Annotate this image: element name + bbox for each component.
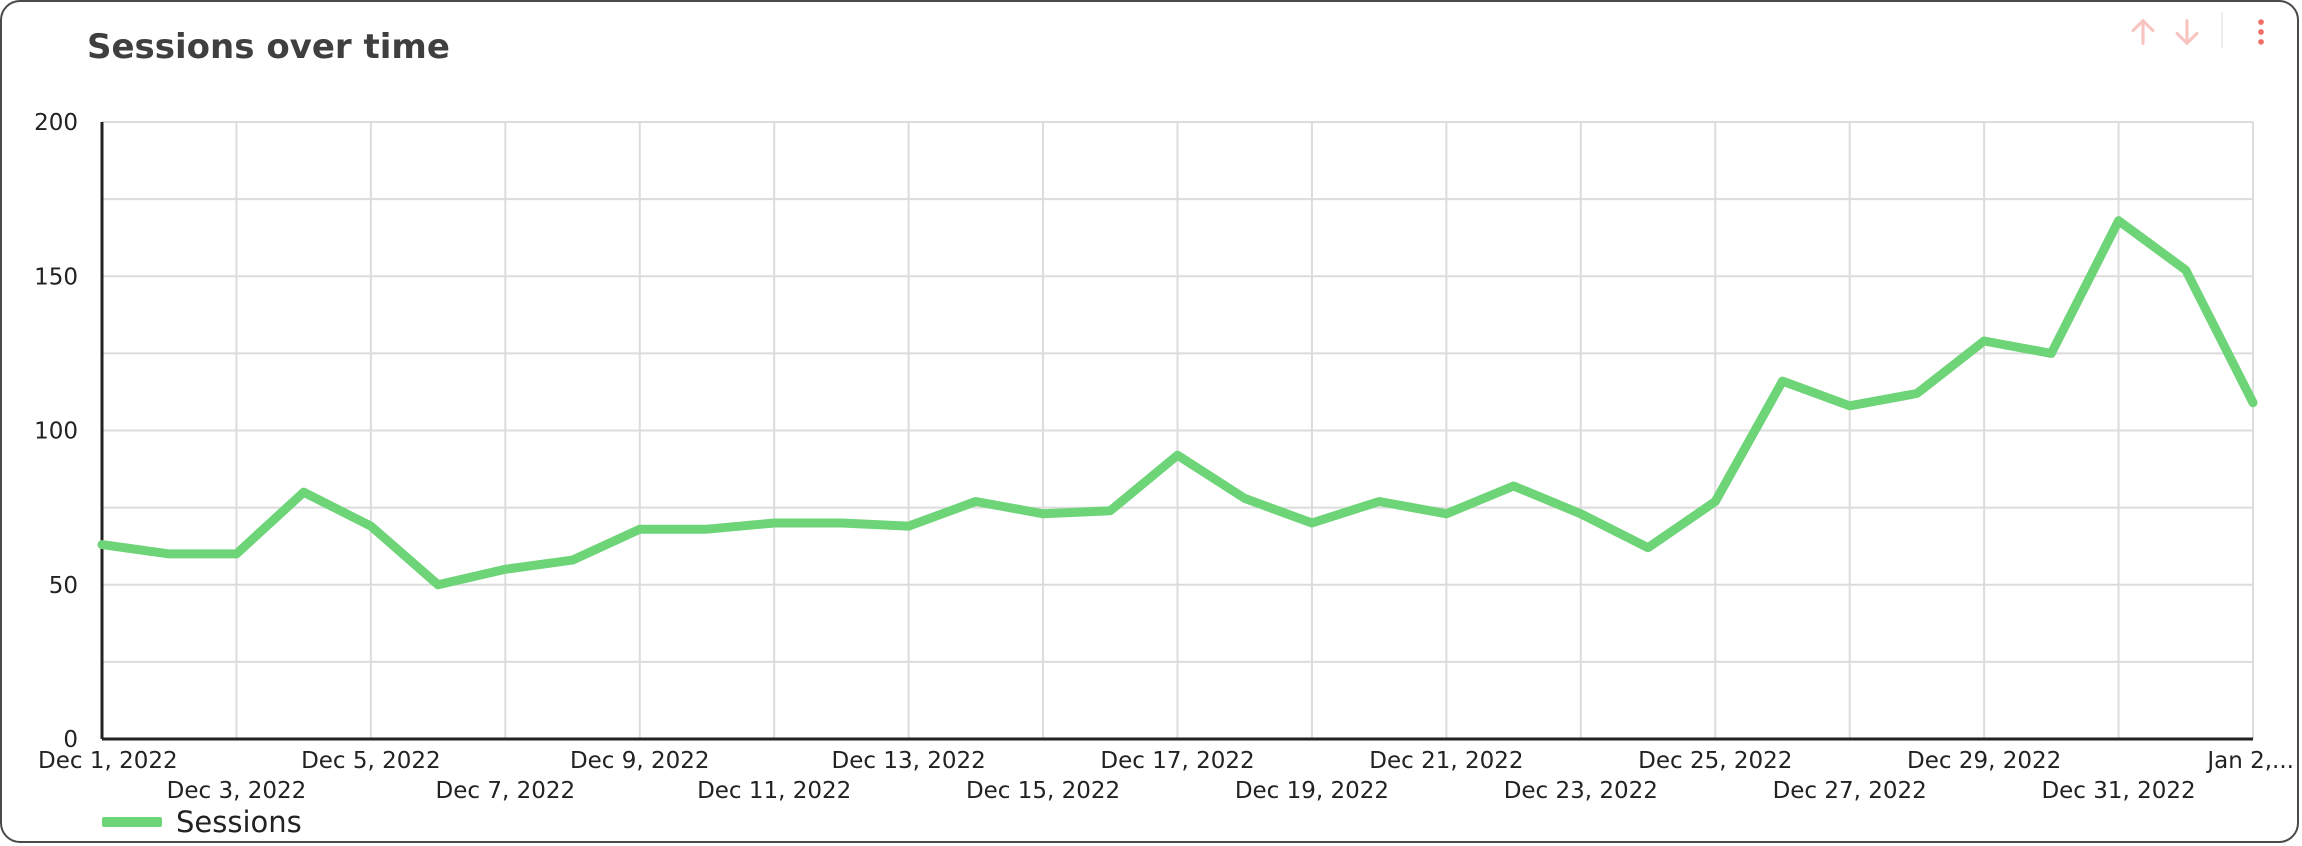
x-tick-label: Dec 23, 2022 (1504, 778, 1658, 804)
y-axis-tick-labels: 0 50 100 150 200 (34, 110, 78, 753)
sort-ascending-button[interactable] (2123, 12, 2163, 52)
more-vert-icon (2258, 19, 2264, 45)
y-tick-label: 150 (34, 264, 78, 290)
y-tick-label: 200 (34, 110, 78, 136)
y-tick-label: 0 (63, 727, 78, 753)
x-tick-label: Dec 27, 2022 (1773, 778, 1927, 804)
more-options-button[interactable] (2241, 12, 2281, 52)
legend-swatch (102, 817, 162, 827)
x-tick-label: Jan 2,... (2205, 748, 2294, 774)
y-tick-label: 100 (34, 419, 78, 445)
arrow-down-icon (2175, 19, 2199, 45)
y-tick-label: 50 (49, 573, 78, 599)
x-tick-label: Dec 9, 2022 (570, 748, 710, 774)
x-axis-tick-labels: Dec 1, 2022 Dec 5, 2022 Dec 9, 2022 Dec 13,… (38, 748, 2294, 804)
legend-item-sessions[interactable]: Sessions (102, 804, 302, 840)
x-tick-label: Dec 11, 2022 (697, 778, 851, 804)
x-tick-label: Dec 1, 2022 (38, 748, 178, 774)
vertical-gridlines (235, 122, 2254, 739)
chart-title: Sessions over time (87, 27, 450, 67)
chart-toolbar (2067, 2, 2297, 62)
x-tick-label: Dec 31, 2022 (2041, 778, 2195, 804)
series-group (97, 216, 2258, 590)
series-line-sessions[interactable] (97, 216, 2258, 590)
x-tick-label: Dec 13, 2022 (832, 748, 986, 774)
x-tick-label: Dec 17, 2022 (1100, 748, 1254, 774)
x-tick-label: Dec 3, 2022 (167, 778, 307, 804)
legend-label: Sessions (176, 805, 302, 839)
x-tick-label: Dec 21, 2022 (1369, 748, 1523, 774)
x-tick-label: Dec 29, 2022 (1907, 748, 2061, 774)
x-tick-label: Dec 19, 2022 (1235, 778, 1389, 804)
x-tick-label: Dec 5, 2022 (301, 748, 441, 774)
x-tick-label: Dec 15, 2022 (966, 778, 1120, 804)
x-tick-label: Dec 7, 2022 (436, 778, 576, 804)
arrow-up-icon (2131, 19, 2155, 45)
toolbar-divider (2221, 12, 2223, 48)
sort-descending-button[interactable] (2167, 12, 2207, 52)
x-tick-label: Dec 25, 2022 (1638, 748, 1792, 774)
